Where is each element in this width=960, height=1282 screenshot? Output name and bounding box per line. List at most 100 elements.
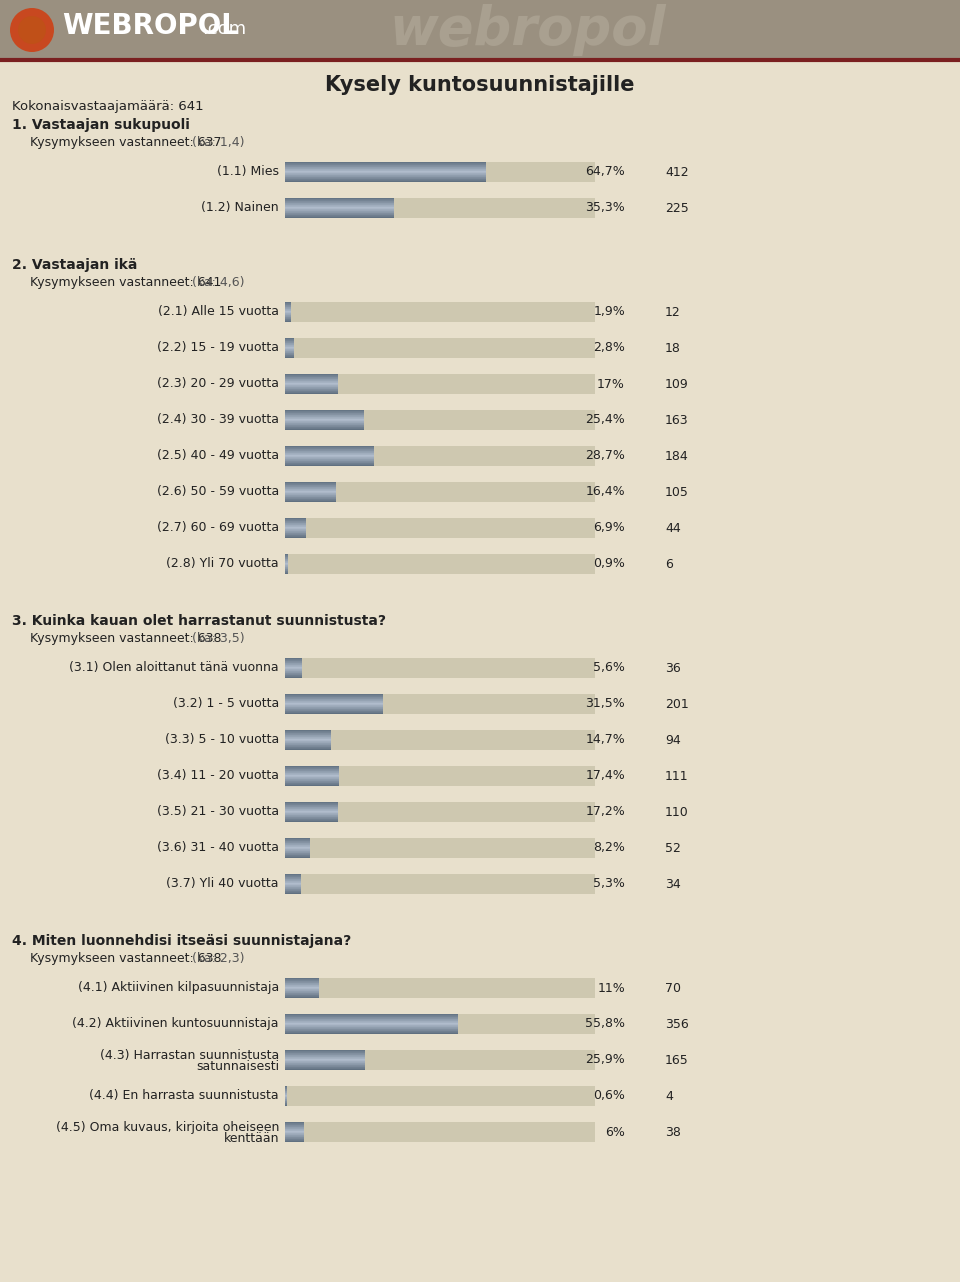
- Text: Kysymykseen vastanneet: 638: Kysymykseen vastanneet: 638: [30, 953, 222, 965]
- Text: 64,7%: 64,7%: [586, 165, 625, 178]
- Text: 12: 12: [665, 305, 681, 318]
- Text: 225: 225: [665, 201, 688, 214]
- Text: (4.5) Oma kuvaus, kirjoita oheiseen: (4.5) Oma kuvaus, kirjoita oheiseen: [56, 1120, 279, 1133]
- Text: 6,9%: 6,9%: [593, 522, 625, 535]
- Text: (2.6) 50 - 59 vuotta: (2.6) 50 - 59 vuotta: [156, 486, 279, 499]
- Text: (ka: 3,5): (ka: 3,5): [192, 632, 245, 645]
- Text: 36: 36: [665, 662, 681, 674]
- Text: (3.2) 1 - 5 vuotta: (3.2) 1 - 5 vuotta: [173, 697, 279, 710]
- Text: Kysymykseen vastanneet: 638: Kysymykseen vastanneet: 638: [30, 632, 222, 645]
- Text: 16,4%: 16,4%: [586, 486, 625, 499]
- FancyBboxPatch shape: [285, 874, 595, 894]
- Text: (ka: 2,3): (ka: 2,3): [192, 953, 245, 965]
- Text: (4.4) En harrasta suunnistusta: (4.4) En harrasta suunnistusta: [89, 1090, 279, 1103]
- Text: 11%: 11%: [597, 982, 625, 995]
- Text: 38: 38: [665, 1126, 681, 1138]
- Text: (4.1) Aktiivinen kilpasuunnistaja: (4.1) Aktiivinen kilpasuunnistaja: [78, 982, 279, 995]
- FancyBboxPatch shape: [285, 303, 595, 322]
- Text: 94: 94: [665, 733, 681, 746]
- Text: 4. Miten luonnehdisi itseäsi suunnistajana?: 4. Miten luonnehdisi itseäsi suunnistaja…: [12, 935, 351, 947]
- Text: 1,9%: 1,9%: [593, 305, 625, 318]
- Text: (4.2) Aktiivinen kuntosuunnistaja: (4.2) Aktiivinen kuntosuunnistaja: [73, 1018, 279, 1031]
- Text: (3.4) 11 - 20 vuotta: (3.4) 11 - 20 vuotta: [157, 769, 279, 782]
- Text: 17,4%: 17,4%: [586, 769, 625, 782]
- Text: (2.3) 20 - 29 vuotta: (2.3) 20 - 29 vuotta: [157, 377, 279, 391]
- Text: WEBROPOL: WEBROPOL: [62, 12, 239, 40]
- Text: Kysely kuntosuunnistajille: Kysely kuntosuunnistajille: [325, 76, 635, 95]
- FancyBboxPatch shape: [285, 162, 595, 182]
- Text: (3.1) Olen aloittanut tänä vuonna: (3.1) Olen aloittanut tänä vuonna: [69, 662, 279, 674]
- Circle shape: [10, 8, 54, 53]
- FancyBboxPatch shape: [285, 658, 595, 678]
- Text: 2. Vastaajan ikä: 2. Vastaajan ikä: [12, 258, 137, 272]
- Text: 17,2%: 17,2%: [586, 805, 625, 818]
- Text: 412: 412: [665, 165, 688, 178]
- Text: 52: 52: [665, 841, 681, 855]
- Text: 18: 18: [665, 341, 681, 355]
- Text: 105: 105: [665, 486, 689, 499]
- Text: 6%: 6%: [605, 1126, 625, 1138]
- FancyBboxPatch shape: [285, 729, 595, 750]
- Text: 44: 44: [665, 522, 681, 535]
- Text: (2.4) 30 - 39 vuotta: (2.4) 30 - 39 vuotta: [157, 414, 279, 427]
- Text: (3.5) 21 - 30 vuotta: (3.5) 21 - 30 vuotta: [156, 805, 279, 818]
- FancyBboxPatch shape: [285, 1122, 595, 1142]
- Text: 4: 4: [665, 1090, 673, 1103]
- Text: 55,8%: 55,8%: [585, 1018, 625, 1031]
- Text: 3. Kuinka kauan olet harrastanut suunnistusta?: 3. Kuinka kauan olet harrastanut suunnis…: [12, 614, 386, 628]
- Text: 163: 163: [665, 414, 688, 427]
- Text: 0,6%: 0,6%: [593, 1090, 625, 1103]
- Text: (2.1) Alle 15 vuotta: (2.1) Alle 15 vuotta: [158, 305, 279, 318]
- Text: (2.8) Yli 70 vuotta: (2.8) Yli 70 vuotta: [166, 558, 279, 570]
- Text: 14,7%: 14,7%: [586, 733, 625, 746]
- FancyBboxPatch shape: [285, 554, 595, 574]
- Text: 17%: 17%: [597, 377, 625, 391]
- Text: (2.5) 40 - 49 vuotta: (2.5) 40 - 49 vuotta: [156, 450, 279, 463]
- Text: (4.3) Harrastan suunnistusta: (4.3) Harrastan suunnistusta: [100, 1049, 279, 1061]
- FancyBboxPatch shape: [285, 838, 595, 858]
- Text: (1.2) Nainen: (1.2) Nainen: [202, 201, 279, 214]
- Text: (3.6) 31 - 40 vuotta: (3.6) 31 - 40 vuotta: [157, 841, 279, 855]
- Text: 109: 109: [665, 377, 688, 391]
- FancyBboxPatch shape: [285, 1086, 595, 1106]
- Text: (3.3) 5 - 10 vuotta: (3.3) 5 - 10 vuotta: [165, 733, 279, 746]
- Text: 5,3%: 5,3%: [593, 877, 625, 891]
- FancyBboxPatch shape: [285, 197, 595, 218]
- Text: 34: 34: [665, 877, 681, 891]
- FancyBboxPatch shape: [285, 410, 595, 429]
- Text: 8,2%: 8,2%: [593, 841, 625, 855]
- Text: 25,9%: 25,9%: [586, 1054, 625, 1067]
- Text: 31,5%: 31,5%: [586, 697, 625, 710]
- FancyBboxPatch shape: [285, 767, 595, 786]
- FancyBboxPatch shape: [285, 978, 595, 997]
- Text: satunnaisesti: satunnaisesti: [196, 1060, 279, 1073]
- Text: (2.2) 15 - 19 vuotta: (2.2) 15 - 19 vuotta: [157, 341, 279, 355]
- Text: 1. Vastaajan sukupuoli: 1. Vastaajan sukupuoli: [12, 118, 190, 132]
- Text: webropol: webropol: [390, 4, 666, 56]
- Text: 25,4%: 25,4%: [586, 414, 625, 427]
- FancyBboxPatch shape: [285, 1050, 595, 1070]
- FancyBboxPatch shape: [285, 482, 595, 503]
- Text: 70: 70: [665, 982, 681, 995]
- Text: 111: 111: [665, 769, 688, 782]
- Text: (3.7) Yli 40 vuotta: (3.7) Yli 40 vuotta: [166, 877, 279, 891]
- Text: 2,8%: 2,8%: [593, 341, 625, 355]
- Text: .com: .com: [202, 21, 246, 38]
- Text: 0,9%: 0,9%: [593, 558, 625, 570]
- Text: kenttään: kenttään: [224, 1132, 279, 1146]
- Circle shape: [18, 15, 46, 44]
- Text: 28,7%: 28,7%: [586, 450, 625, 463]
- Text: 110: 110: [665, 805, 688, 818]
- Text: 5,6%: 5,6%: [593, 662, 625, 674]
- Text: Kokonaisvastaajamäärä: 641: Kokonaisvastaajamäärä: 641: [12, 100, 204, 113]
- Text: (ka: 1,4): (ka: 1,4): [192, 136, 245, 149]
- Text: Kysymykseen vastanneet: 637: Kysymykseen vastanneet: 637: [30, 136, 222, 149]
- FancyBboxPatch shape: [0, 0, 960, 60]
- Text: 35,3%: 35,3%: [586, 201, 625, 214]
- Text: (2.7) 60 - 69 vuotta: (2.7) 60 - 69 vuotta: [156, 522, 279, 535]
- Text: 6: 6: [665, 558, 673, 570]
- FancyBboxPatch shape: [285, 803, 595, 822]
- Text: 184: 184: [665, 450, 688, 463]
- Text: 201: 201: [665, 697, 688, 710]
- FancyBboxPatch shape: [285, 1014, 595, 1035]
